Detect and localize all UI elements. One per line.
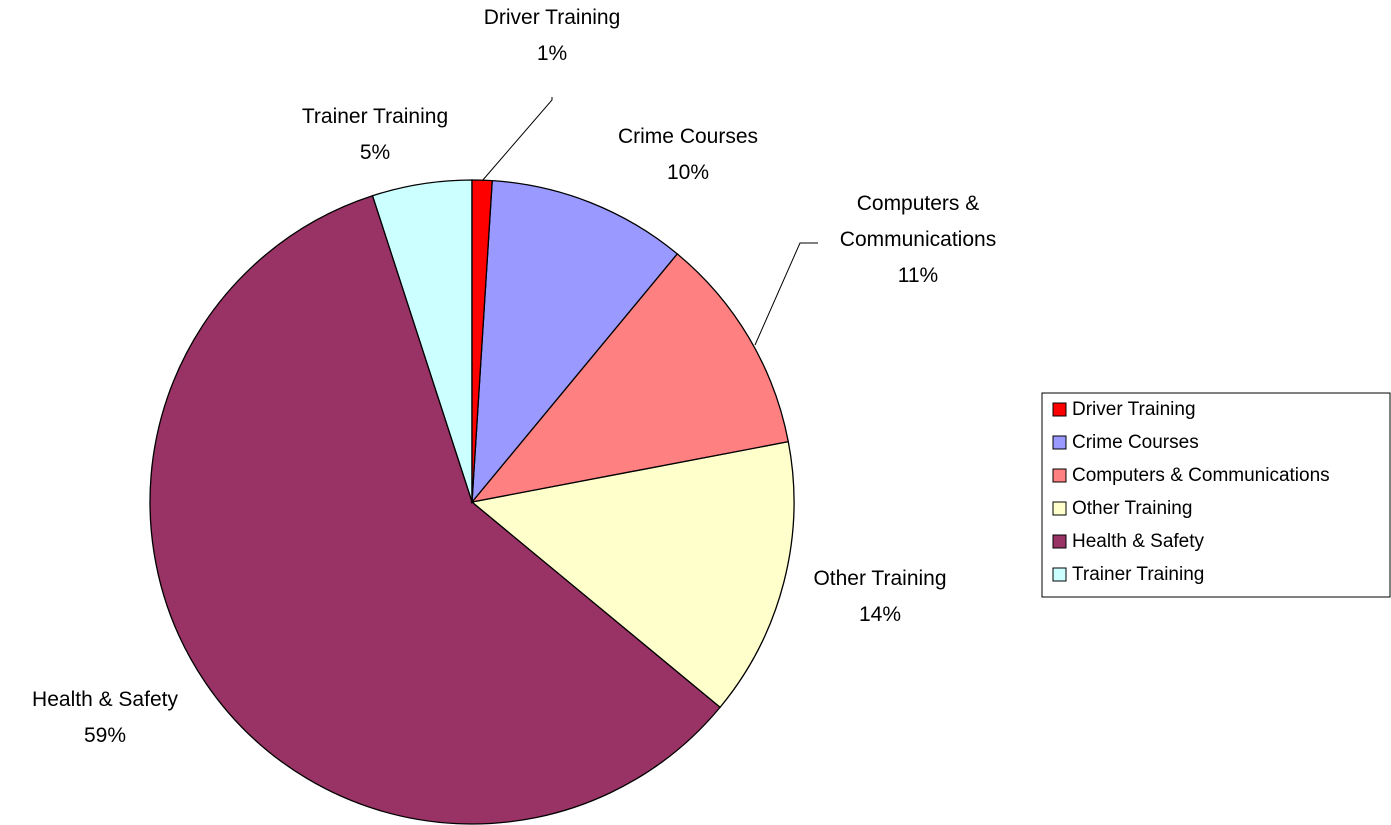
legend-label: Other Training — [1072, 498, 1192, 519]
slice-label-value: 11% — [897, 264, 939, 287]
slice-label-name: Computers & Communications — [839, 192, 997, 251]
pie-slice — [470, 252, 790, 503]
legend-box — [1041, 392, 1391, 598]
legend-swatch — [1052, 567, 1067, 582]
legend-swatch — [1052, 435, 1067, 450]
pie-slice — [471, 179, 679, 504]
legend-swatch — [1052, 501, 1067, 516]
slice-label-name: Driver Training — [483, 6, 621, 29]
legend-label: Driver Training — [1072, 399, 1196, 420]
slice-label: Computers & Communications 11% — [813, 186, 1023, 294]
legend-swatch — [1052, 468, 1067, 483]
slice-label: Health & Safety 59% — [32, 682, 178, 754]
slice-label-value: 5% — [359, 141, 391, 164]
slice-label-name: Crime Courses — [617, 125, 759, 148]
slice-label-value: 14% — [858, 603, 902, 626]
slice-label-name: Other Training — [813, 567, 947, 590]
legend-label: Crime Courses — [1072, 432, 1199, 453]
leader-line — [481, 97, 553, 182]
pie-slice — [149, 194, 722, 825]
legend-swatch — [1052, 402, 1067, 417]
legend-label: Computers & Communications — [1072, 465, 1330, 486]
slice-label: Other Training 14% — [813, 561, 946, 633]
slice-label-name: Health & Safety — [32, 688, 178, 711]
legend-label: Health & Safety — [1072, 531, 1205, 552]
slice-label-value: 1% — [536, 42, 568, 65]
legend-label: Trainer Training — [1072, 564, 1204, 585]
slice-label-value: 59% — [83, 724, 127, 747]
slice-label-name: Trainer Training — [301, 105, 449, 128]
slice-label: Crime Courses 10% — [618, 119, 758, 191]
legend-swatch — [1052, 534, 1067, 549]
leader-line — [754, 242, 818, 346]
slice-label: Trainer Training 5% — [302, 99, 448, 171]
slice-label: Driver Training 1% — [484, 0, 621, 72]
slice-label-value: 10% — [666, 161, 710, 184]
pie-slice — [470, 440, 795, 709]
